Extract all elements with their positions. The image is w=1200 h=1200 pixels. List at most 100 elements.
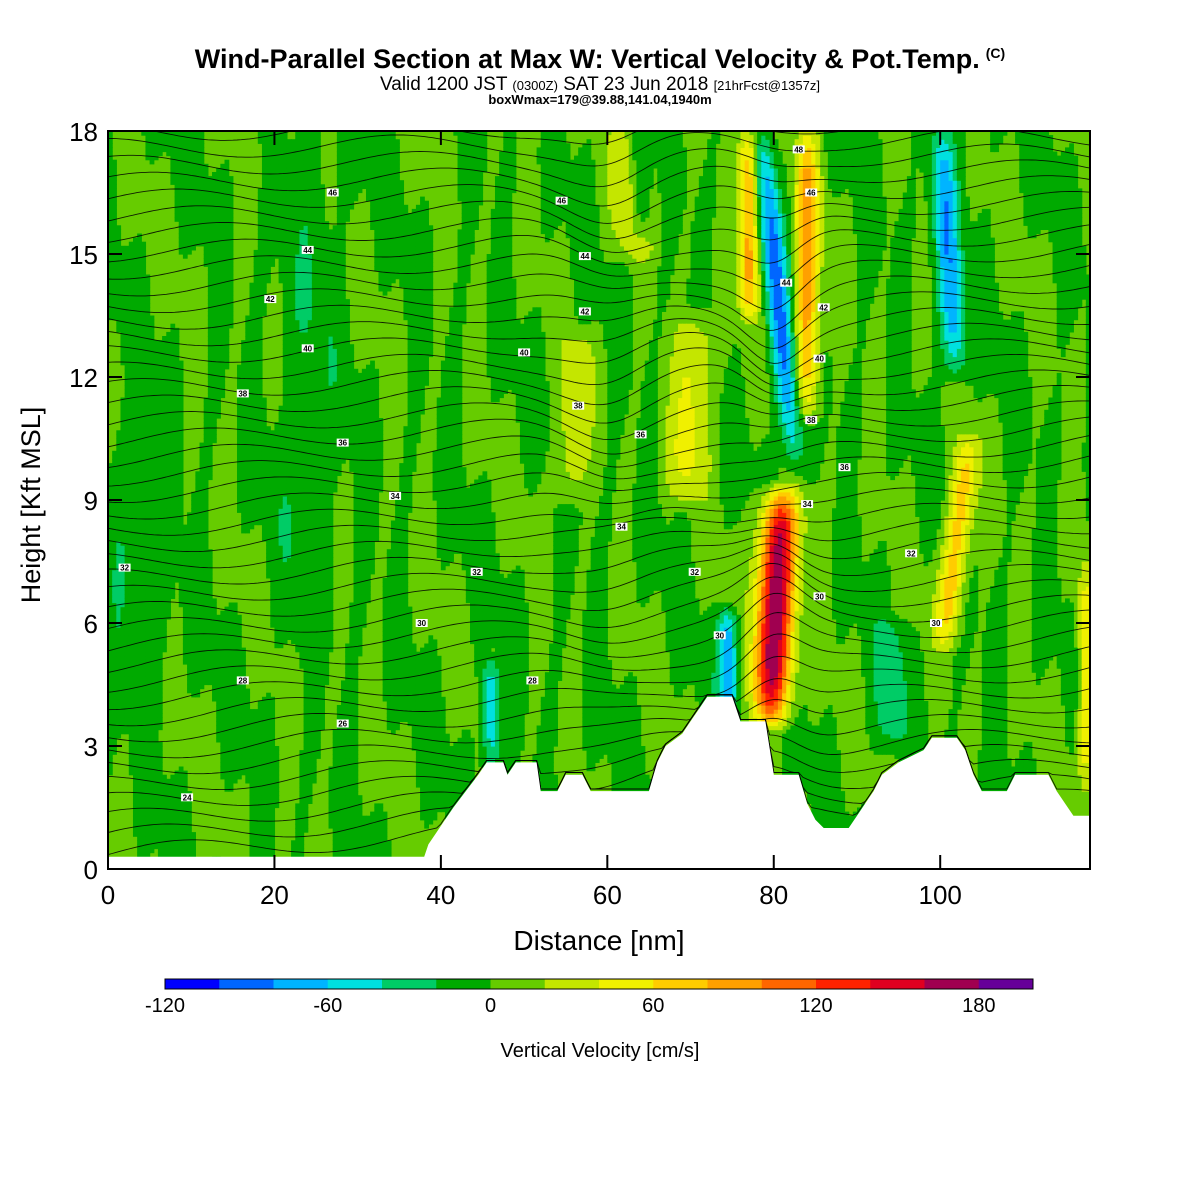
velocity-cell bbox=[128, 352, 134, 358]
velocity-cell bbox=[232, 700, 238, 706]
velocity-cell bbox=[112, 520, 117, 526]
velocity-cell bbox=[137, 672, 142, 677]
velocity-cell bbox=[257, 438, 263, 444]
velocity-cell bbox=[278, 438, 284, 444]
velocity-cell bbox=[141, 467, 147, 472]
velocity-cell bbox=[261, 188, 267, 194]
velocity-cell bbox=[199, 536, 205, 542]
velocity-cell bbox=[141, 454, 147, 460]
velocity-cell bbox=[116, 467, 122, 472]
velocity-cell bbox=[145, 643, 151, 649]
velocity-cell bbox=[128, 249, 134, 255]
velocity-cell bbox=[232, 672, 238, 677]
velocity-cell bbox=[257, 799, 263, 804]
velocity-cell bbox=[132, 659, 138, 665]
velocity-cell bbox=[266, 848, 271, 854]
velocity-cell bbox=[236, 741, 242, 747]
velocity-cell bbox=[257, 508, 263, 513]
velocity-cell bbox=[207, 372, 213, 378]
velocity-cell bbox=[157, 348, 163, 353]
velocity-cell bbox=[157, 495, 163, 501]
velocity-cell bbox=[220, 336, 226, 341]
velocity-cell bbox=[295, 446, 301, 452]
velocity-cell bbox=[157, 413, 163, 419]
velocity-cell bbox=[128, 282, 134, 288]
velocity-cell bbox=[261, 832, 267, 837]
velocity-cell bbox=[187, 151, 192, 157]
velocity-cell bbox=[274, 778, 280, 784]
velocity-cell bbox=[291, 610, 296, 616]
velocity-cell bbox=[286, 582, 292, 587]
velocity-cell bbox=[286, 274, 292, 280]
velocity-cell bbox=[274, 598, 280, 604]
velocity-cell bbox=[174, 208, 180, 214]
velocity-cell bbox=[178, 561, 184, 567]
velocity-cell bbox=[207, 192, 213, 198]
velocity-cell bbox=[149, 323, 155, 329]
velocity-cell bbox=[149, 336, 155, 341]
velocity-cell bbox=[220, 774, 226, 780]
velocity-cell bbox=[116, 319, 122, 325]
velocity-cell bbox=[224, 778, 230, 784]
velocity-cell bbox=[116, 594, 122, 599]
velocity-cell bbox=[116, 233, 122, 239]
velocity-cell bbox=[149, 532, 155, 538]
velocity-cell bbox=[216, 192, 221, 198]
velocity-cell bbox=[153, 643, 159, 649]
velocity-cell bbox=[270, 594, 276, 599]
velocity-cell bbox=[270, 495, 276, 501]
velocity-cell bbox=[178, 192, 184, 198]
velocity-cell bbox=[137, 344, 142, 349]
velocity-cell bbox=[132, 262, 138, 267]
velocity-cell bbox=[149, 541, 155, 546]
velocity-cell bbox=[174, 377, 180, 382]
velocity-cell bbox=[157, 446, 163, 452]
velocity-cell bbox=[291, 582, 296, 587]
velocity-cell bbox=[261, 422, 267, 427]
velocity-cell bbox=[116, 725, 122, 731]
velocity-cell bbox=[249, 364, 255, 370]
velocity-cell bbox=[153, 442, 159, 448]
velocity-cell bbox=[137, 307, 142, 312]
velocity-cell bbox=[170, 844, 176, 850]
velocity-cell bbox=[257, 467, 263, 472]
velocity-cell bbox=[278, 274, 284, 280]
velocity-cell bbox=[108, 184, 113, 189]
velocity-cell bbox=[270, 504, 276, 509]
velocity-cell bbox=[245, 368, 251, 374]
velocity-cell bbox=[286, 286, 292, 292]
velocity-cell bbox=[116, 282, 122, 288]
velocity-cell bbox=[178, 397, 184, 403]
velocity-cell bbox=[120, 340, 126, 345]
velocity-cell bbox=[282, 450, 288, 456]
velocity-cell bbox=[207, 454, 213, 460]
velocity-cell bbox=[178, 803, 184, 809]
velocity-cell bbox=[108, 627, 113, 632]
velocity-cell bbox=[278, 155, 284, 161]
velocity-cell bbox=[162, 602, 167, 608]
velocity-cell bbox=[266, 815, 271, 821]
velocity-cell bbox=[199, 442, 205, 448]
velocity-cell bbox=[112, 725, 117, 731]
velocity-cell bbox=[236, 397, 242, 403]
velocity-cell bbox=[270, 491, 276, 497]
velocity-cell bbox=[145, 787, 151, 792]
velocity-cell bbox=[157, 352, 163, 358]
velocity-cell bbox=[153, 475, 159, 481]
velocity-cell bbox=[178, 381, 184, 386]
velocity-cell bbox=[266, 561, 271, 567]
velocity-cell bbox=[261, 208, 267, 214]
velocity-cell bbox=[228, 643, 234, 649]
velocity-cell bbox=[141, 807, 147, 813]
velocity-cell bbox=[149, 664, 155, 669]
velocity-cell bbox=[157, 770, 163, 776]
velocity-cell bbox=[120, 442, 126, 448]
velocity-cell bbox=[270, 618, 276, 624]
velocity-cell bbox=[112, 659, 117, 665]
velocity-cell bbox=[224, 766, 230, 772]
velocity-cell bbox=[120, 569, 126, 575]
velocity-cell bbox=[108, 266, 113, 271]
velocity-cell bbox=[295, 491, 301, 497]
velocity-cell bbox=[149, 364, 155, 370]
velocity-cell bbox=[174, 454, 180, 460]
